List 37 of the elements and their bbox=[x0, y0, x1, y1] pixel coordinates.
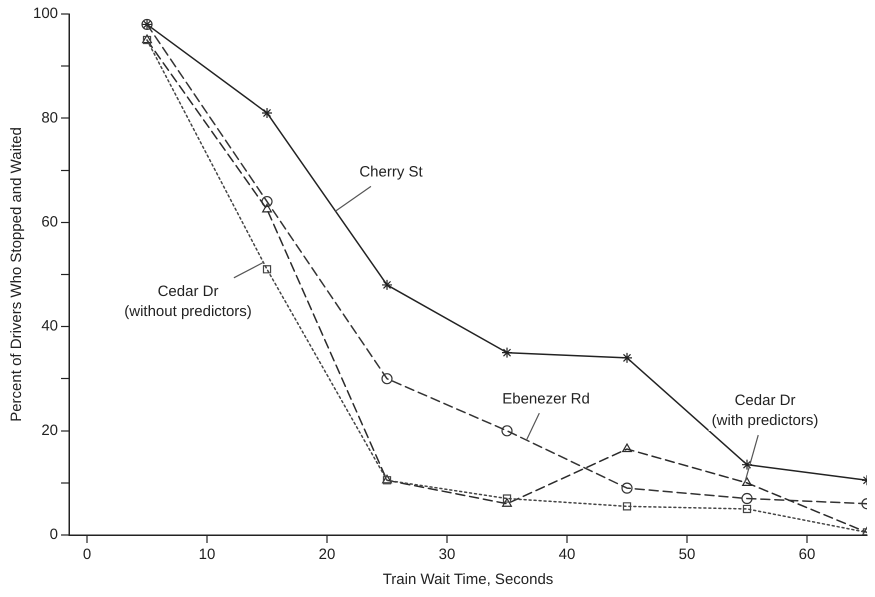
y-tick-label: 80 bbox=[41, 109, 58, 126]
point bbox=[622, 443, 632, 452]
point bbox=[742, 504, 752, 514]
series-label: Cedar Dr (without predictors) bbox=[124, 282, 252, 320]
x-tick-label: 20 bbox=[318, 546, 336, 564]
point bbox=[262, 204, 272, 212]
x-axis-title: Train Wait Time, Seconds bbox=[382, 571, 554, 588]
y-tick-label: 60 bbox=[41, 214, 58, 231]
point bbox=[621, 482, 633, 494]
text: Cedar Dr (with predictors) bbox=[712, 392, 818, 430]
y-axis-title: Percent of Drivers Who Stopped and Waited bbox=[8, 127, 26, 422]
point bbox=[501, 425, 513, 436]
x-tick-label: 30 bbox=[438, 546, 456, 564]
point bbox=[381, 373, 393, 384]
point bbox=[741, 459, 753, 470]
x-tick-label: 0 bbox=[82, 546, 92, 564]
point bbox=[262, 265, 272, 274]
point bbox=[502, 494, 512, 503]
x-tick-label: 60 bbox=[798, 546, 816, 564]
point bbox=[621, 352, 633, 364]
y-tick-label: 100 bbox=[32, 5, 58, 22]
point bbox=[741, 492, 753, 504]
text: Cherry St bbox=[359, 164, 424, 180]
point bbox=[742, 477, 752, 486]
point bbox=[381, 279, 393, 291]
point bbox=[501, 347, 513, 358]
x-tick-label: 10 bbox=[198, 546, 216, 564]
x-tick-label: 40 bbox=[558, 546, 576, 564]
y-tick-label: 20 bbox=[41, 422, 58, 439]
point bbox=[502, 498, 512, 507]
y-tick-label: 40 bbox=[41, 318, 58, 335]
y-tick-label: 0 bbox=[50, 526, 58, 544]
series-label: Ebenezer Rd bbox=[502, 390, 590, 408]
point bbox=[261, 107, 273, 119]
x-tick-label: 50 bbox=[678, 546, 696, 564]
point bbox=[622, 502, 632, 510]
point bbox=[261, 196, 273, 208]
